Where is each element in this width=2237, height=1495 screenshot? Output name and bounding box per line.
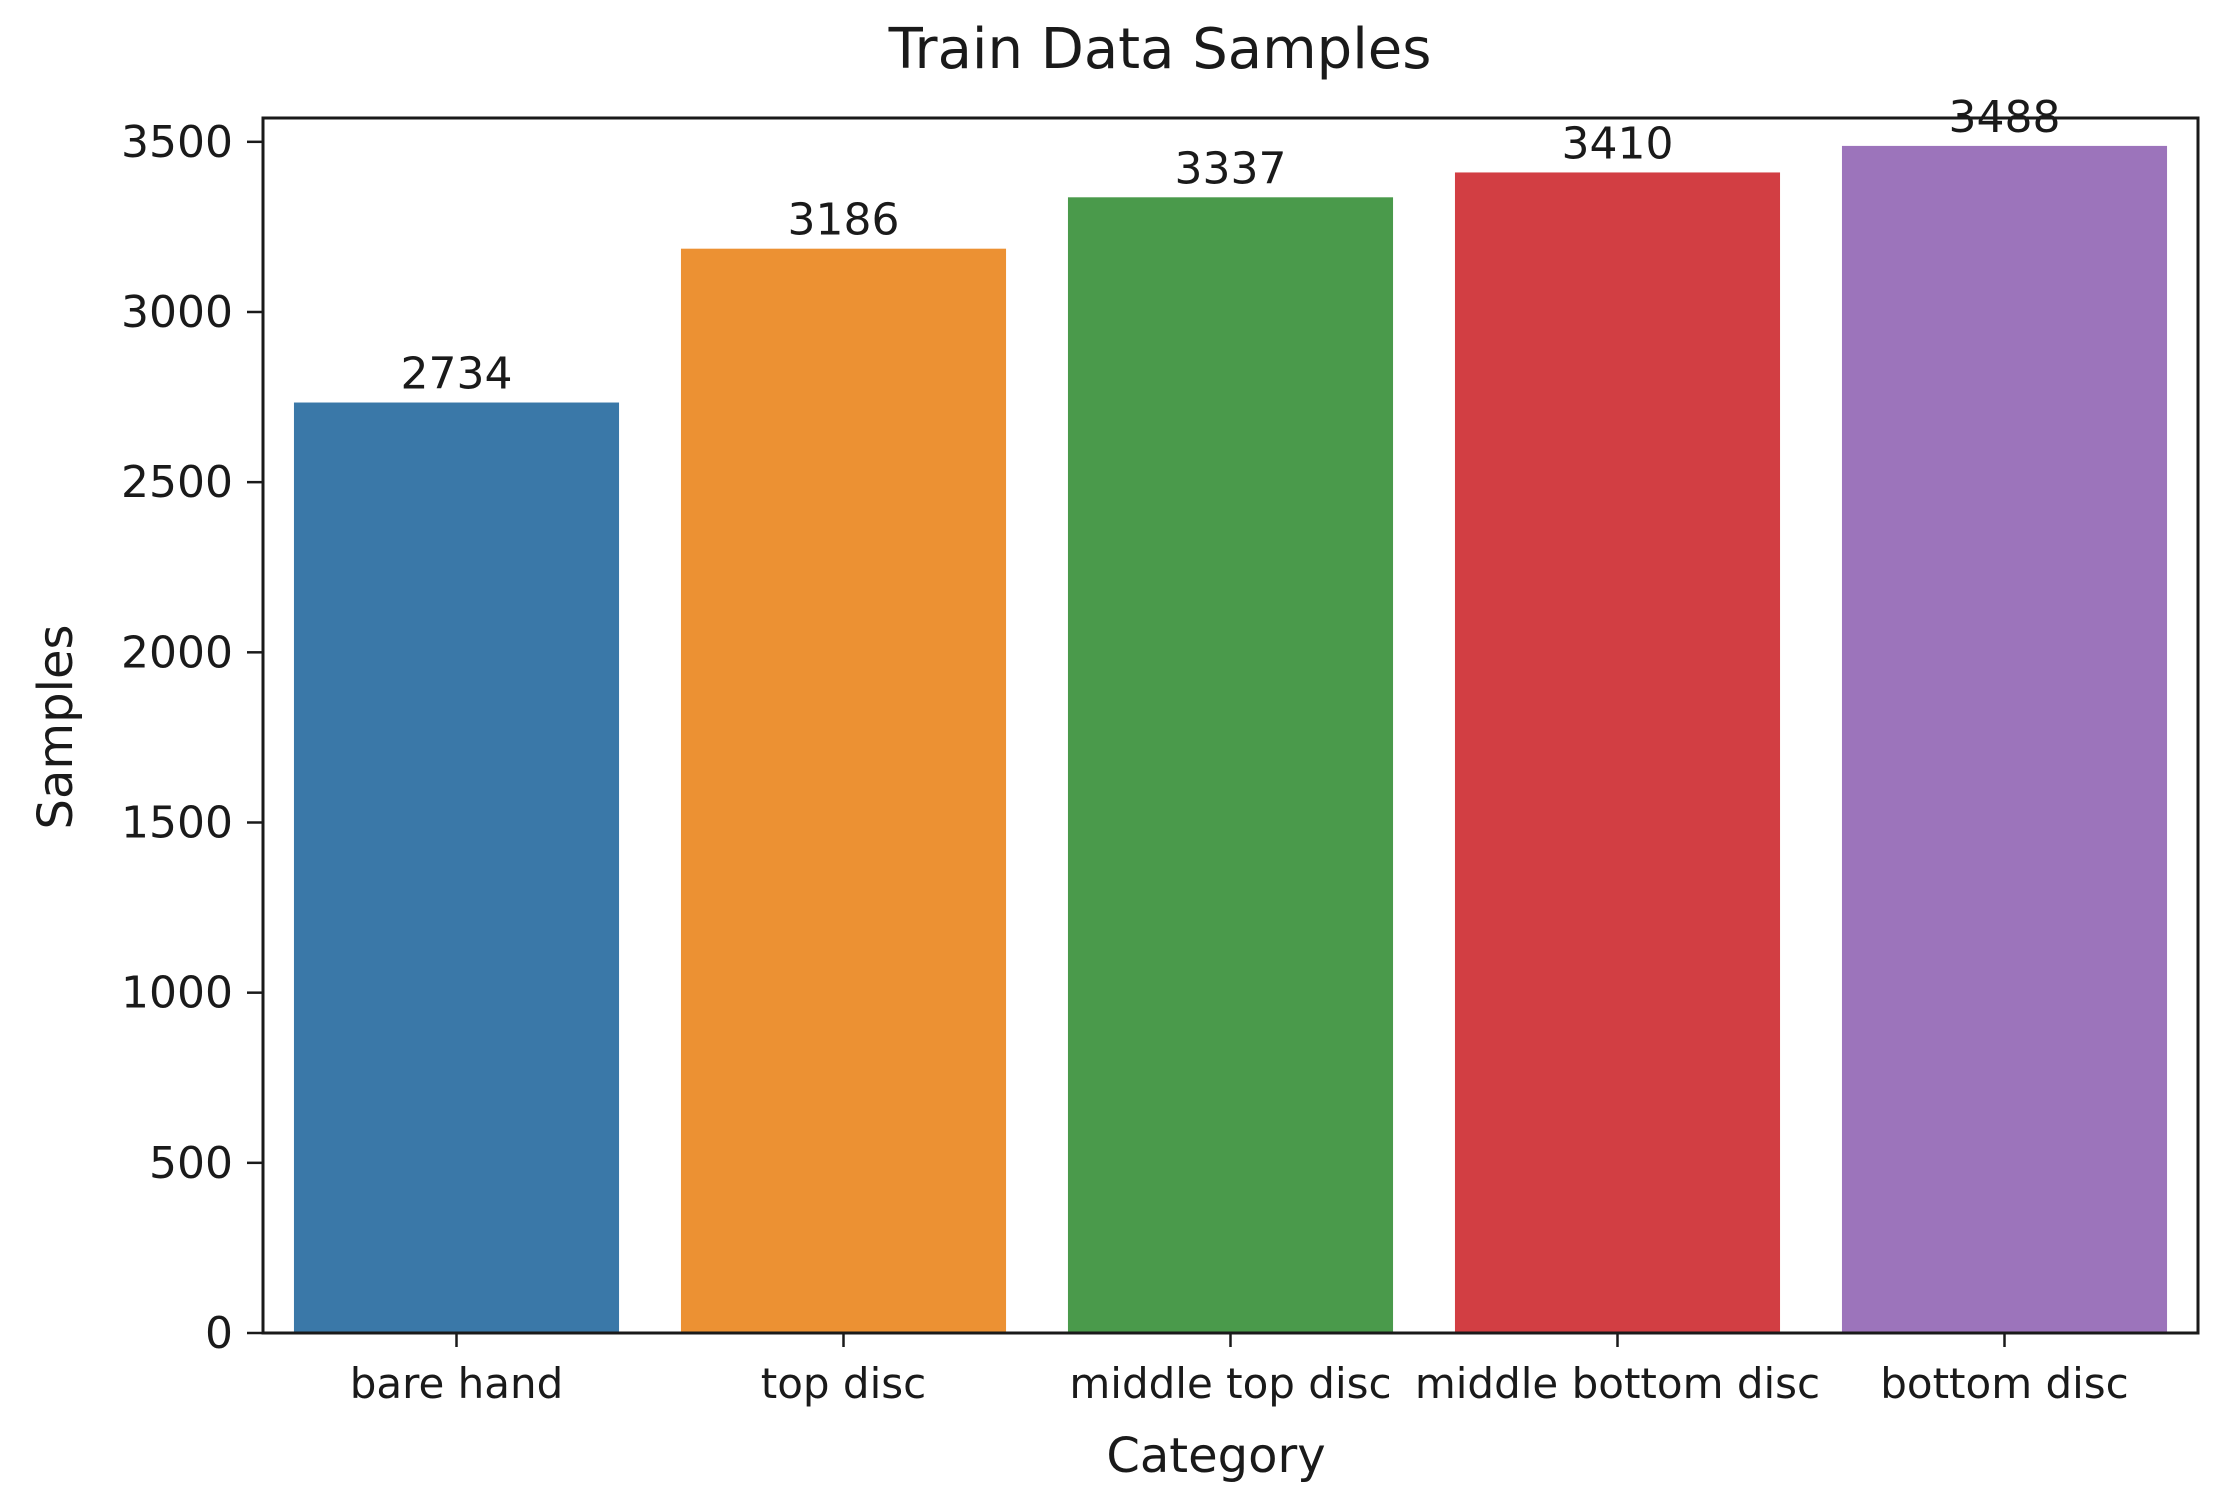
plot-frame <box>261 116 2200 1335</box>
y-tick-label: 2000 <box>121 627 233 678</box>
data-label: 3337 <box>1175 143 1287 194</box>
y-tick-label: 2500 <box>121 457 233 508</box>
y-tick-label: 1500 <box>121 797 233 848</box>
x-tick-label: middle bottom disc <box>1415 1359 1820 1408</box>
bar-top-disc <box>680 248 1007 1333</box>
x-tick-label: bare hand <box>350 1359 564 1408</box>
y-tick-label: 3500 <box>121 117 233 168</box>
y-axis-title: Samples <box>28 625 84 830</box>
x-axis-title: Category <box>1106 1428 1325 1484</box>
x-tick-label: middle top disc <box>1069 1359 1391 1408</box>
chart-title: Train Data Samples <box>888 17 1432 82</box>
bar-middle-top-disc <box>1067 197 1394 1333</box>
x-tick-label: top disc <box>761 1359 926 1408</box>
bar-bare-hand <box>293 402 620 1333</box>
data-label: 3410 <box>1562 118 1674 169</box>
plot-area: 2734 bare hand 3186 top disc 3337 middle top … <box>121 92 2200 1408</box>
y-tick-label: 3000 <box>121 287 233 338</box>
y-tick-label: 0 <box>205 1308 233 1359</box>
y-tick-label: 1000 <box>121 968 233 1019</box>
data-label: 3186 <box>788 195 900 246</box>
data-label: 2734 <box>401 349 513 400</box>
bar-middle-bottom-disc <box>1454 172 1781 1334</box>
y-tick-label: 500 <box>149 1138 233 1189</box>
x-tick-label: bottom disc <box>1880 1359 2129 1408</box>
bar-bottom-disc <box>1841 145 2168 1333</box>
